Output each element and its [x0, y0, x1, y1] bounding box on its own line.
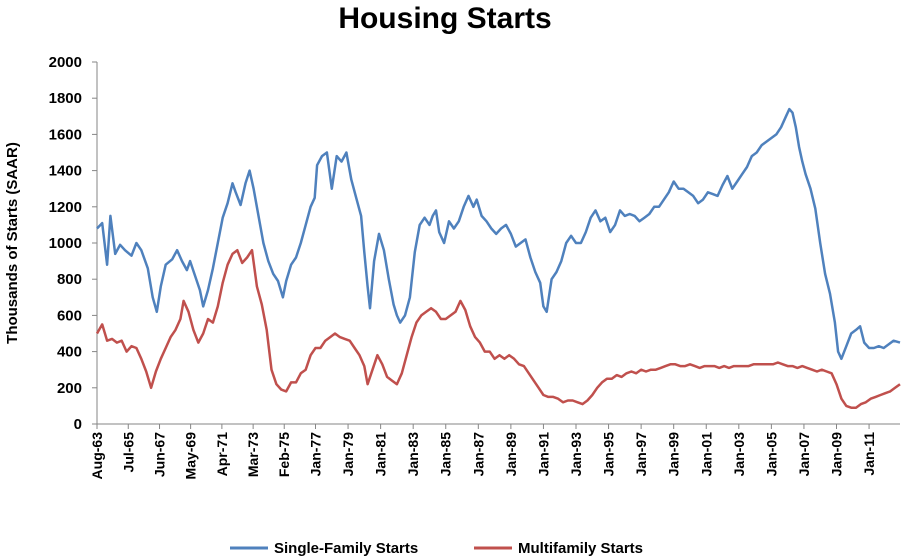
x-tick-label: Jan-99: [666, 432, 682, 477]
x-tick-label: Apr-71: [214, 432, 230, 477]
chart-title: Housing Starts: [338, 2, 551, 35]
x-tick-label: Feb-75: [276, 432, 292, 477]
y-tick-label: 1200: [49, 199, 82, 216]
x-tick-label: Jan-89: [503, 432, 519, 477]
x-tick-label: Jul-65: [120, 432, 136, 473]
y-tick-label: 1400: [49, 163, 82, 180]
legend-label-single-family: Single-Family Starts: [274, 540, 418, 557]
x-tick-label: Jan-83: [405, 432, 421, 477]
y-axis-label: Thousands of Starts (SAAR): [4, 142, 21, 344]
x-tick-label: Jan-79: [340, 432, 356, 477]
y-tick-label: 0: [74, 416, 82, 433]
legend-label-multifamily: Multifamily Starts: [518, 540, 643, 557]
x-tick-label: Jan-07: [796, 432, 812, 477]
y-tick-label: 400: [57, 344, 82, 361]
x-tick-label: Jan-85: [438, 432, 454, 477]
x-tick-label: Mar-73: [245, 432, 261, 477]
x-tick-label: Jan-81: [373, 432, 389, 477]
series-line-multifamily: [95, 248, 901, 409]
x-tick-label: Jan-87: [470, 432, 486, 477]
series-line-single-family: [96, 107, 901, 361]
x-tick-label: Jan-95: [601, 432, 617, 477]
y-tick-label: 600: [57, 307, 82, 324]
x-tick-label: Aug-63: [89, 432, 105, 480]
x-tick-label: Jan-91: [535, 432, 551, 477]
series-lines: [95, 107, 901, 409]
x-tick-label: Jan-93: [568, 432, 584, 477]
x-tick-label: Jan-09: [829, 432, 845, 477]
x-tick-label: Jan-77: [307, 432, 323, 477]
x-axis-ticks: Aug-63 Jul-65 Jun-67 May-69 Apr-71 Mar-73 Feb-…: [89, 424, 877, 479]
y-tick-label: 1800: [49, 90, 82, 107]
x-tick-label: May-69: [183, 432, 199, 480]
y-tick-label: 2000: [49, 54, 82, 71]
x-tick-label: Jan-11: [861, 432, 877, 476]
y-tick-label: 800: [57, 271, 82, 288]
x-tick-label: Jan-01: [698, 432, 714, 477]
y-axis-ticks: 0 200 400 600 800 1000 1200 1400 1600 1800 2000: [49, 54, 97, 433]
x-tick-label: Jan-97: [633, 432, 649, 477]
legend: Single-Family Starts Multifamily Starts: [230, 540, 643, 557]
y-tick-label: 200: [57, 380, 82, 397]
x-tick-label: Jun-67: [152, 432, 168, 477]
x-tick-label: Jan-03: [731, 432, 747, 477]
x-tick-label: Jan-05: [763, 432, 779, 477]
y-tick-label: 1600: [49, 126, 82, 143]
y-tick-label: 1000: [49, 235, 82, 252]
